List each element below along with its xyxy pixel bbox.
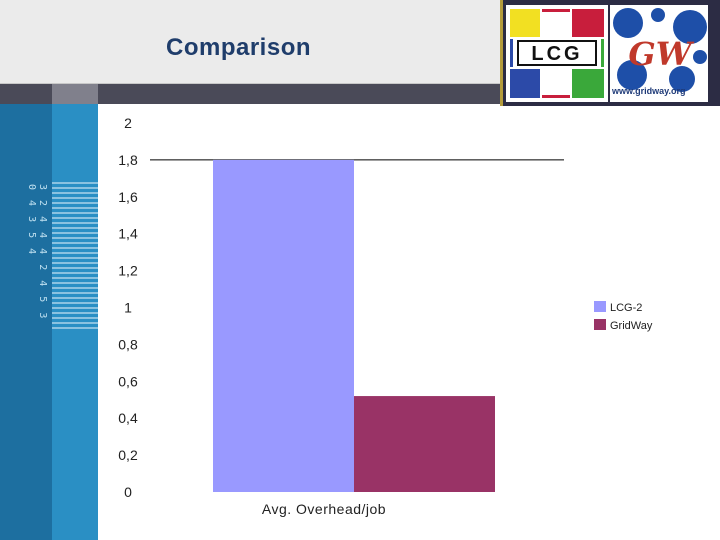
side-digits: 3 2 4 4 4 2 4 5 3 0 4 3 5 4 [26,184,48,321]
side-decoration: 3 2 4 4 4 2 4 5 3 0 4 3 5 4 [0,104,98,540]
x-axis-categories: Avg. Overhead/job [262,501,386,517]
bar-lcg-2 [213,159,354,492]
legend: LCG-2 GridWay [594,301,653,332]
lcg-logo-text: LCG [531,43,582,65]
legend-label: GridWay [610,320,653,332]
bar-chart: 0 0,2 0,4 0,6 0,8 1 1,2 1,4 1,6 1,8 2 Avg. Overhea… [118,115,653,517]
header-strip [0,84,500,104]
chart-panel: 0 0,2 0,4 0,6 0,8 1 1,2 1,4 1,6 1,8 2 Avg. Overhea… [98,106,720,540]
y-tick-label: 0 [124,484,132,500]
y-tick-label: 2 [124,115,132,131]
bars [213,159,495,492]
y-tick-label: 0,4 [118,410,138,426]
gridway-url: www.gridway.org [612,86,686,96]
y-tick-label: 1,2 [118,263,138,279]
y-tick-label: 0,8 [118,336,138,352]
x-category-label: Avg. Overhead/job [262,501,386,517]
y-tick-label: 1 [124,300,132,316]
y-tick-label: 1,6 [118,189,138,205]
gridway-logo-text: GW [628,35,694,73]
legend-label: LCG-2 [610,302,642,314]
bar-gridway [354,396,495,492]
y-tick-label: 0,2 [118,447,138,463]
gridway-logo: GW [610,5,708,102]
slide-title: Comparison [166,34,312,61]
y-tick-label: 1,8 [118,152,138,168]
y-axis-ticks: 0 0,2 0,4 0,6 0,8 1 1,2 1,4 1,6 1,8 2 [118,115,138,500]
legend-swatch [594,301,606,312]
legend-swatch [594,319,606,330]
barcode-decoration [52,182,98,332]
y-tick-label: 0,6 [118,373,138,389]
y-tick-label: 1,4 [118,226,138,242]
lcg-logo: LCG [506,5,608,102]
